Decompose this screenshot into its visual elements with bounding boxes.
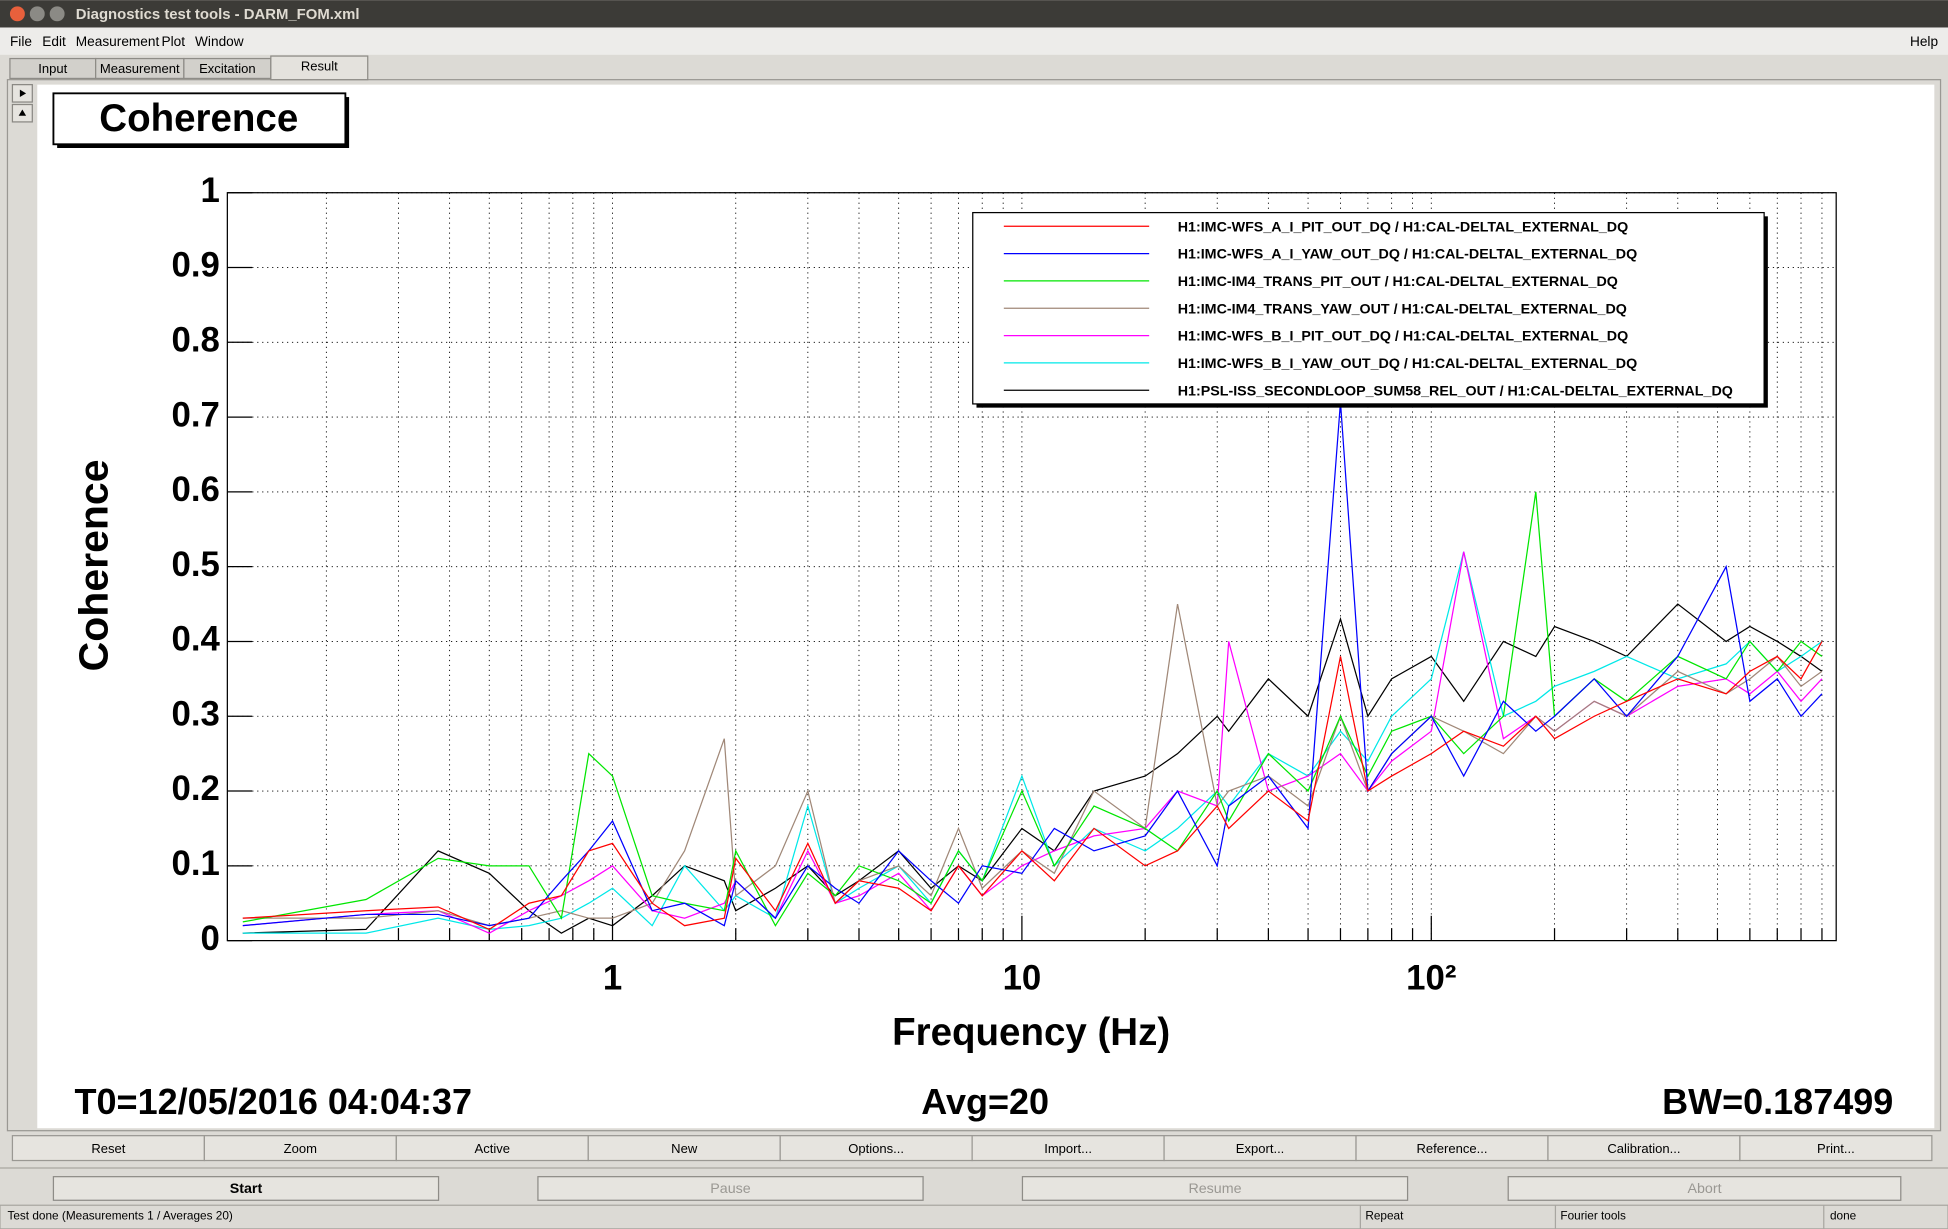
y-tick-label: 0 (201, 920, 220, 958)
run-button-label: Pause (710, 1181, 751, 1197)
y-tick-label: 0.4 (172, 621, 221, 659)
plot-button-label: Print... (1817, 1141, 1855, 1156)
status-text: Repeat (1365, 1209, 1404, 1223)
plot-button[interactable] (1163, 1135, 1357, 1162)
plot-button-label: Zoom (284, 1141, 317, 1156)
run-button (537, 1176, 924, 1201)
run-button-label: Start (230, 1181, 263, 1197)
plot-button-label: Reference... (1416, 1141, 1487, 1156)
tab-label: Input (38, 61, 67, 76)
y-tick-label: 0.9 (172, 247, 220, 285)
minimize-button[interactable] (29, 6, 45, 22)
x-tick-label: 10² (1406, 960, 1456, 998)
series-line (242, 641, 1823, 931)
arrow-icon (18, 109, 27, 116)
menu-item[interactable]: Window (195, 34, 244, 49)
legend-label: H1:IMC-WFS_A_I_PIT_OUT_DQ / H1:CAL-DELTA… (1178, 219, 1628, 235)
window-title: Diagnostics test tools - DARM_FOM.xml (76, 7, 360, 23)
menu-item[interactable]: Measurement (76, 34, 160, 49)
status-text: Fourier tools (1560, 1209, 1626, 1223)
series-line (242, 603, 1823, 927)
plot-button-label: New (671, 1141, 698, 1156)
tab-label: Measurement (100, 61, 180, 76)
menu-item[interactable]: Edit (42, 34, 66, 49)
series-line (242, 402, 1823, 927)
y-tick-label: 0.2 (172, 770, 220, 808)
tab[interactable] (270, 55, 369, 81)
chart-title: Coherence (99, 97, 298, 140)
y-tick-label: 0.7 (172, 396, 220, 434)
menu-item[interactable]: Help (1910, 34, 1938, 49)
tab-label: Result (301, 59, 338, 74)
plot-button-label: Export... (1236, 1141, 1285, 1156)
title-box (52, 92, 347, 146)
plot-button[interactable] (1739, 1135, 1933, 1162)
status-text: done (1830, 1209, 1857, 1223)
plot-button-label: Options... (848, 1141, 904, 1156)
x-tick-label: 1 (603, 960, 622, 998)
plot-button-label: Active (475, 1141, 511, 1156)
run-button (1507, 1176, 1902, 1201)
legend-label: H1:IMC-WFS_A_I_YAW_OUT_DQ / H1:CAL-DELTA… (1178, 247, 1637, 263)
bw-info: BW=0.187499 (1662, 1081, 1893, 1122)
run-button[interactable] (52, 1176, 440, 1201)
maximize-button[interactable] (49, 6, 65, 22)
plot-button[interactable] (395, 1135, 589, 1162)
legend-label: H1:IMC-IM4_TRANS_YAW_OUT / H1:CAL-DELTAL… (1178, 301, 1627, 317)
legend-label: H1:IMC-WFS_B_I_YAW_OUT_DQ / H1:CAL-DELTA… (1178, 356, 1637, 372)
x-axis-label: Frequency (Hz) (892, 1011, 1170, 1054)
menu-item[interactable]: File (10, 34, 32, 49)
menu-item[interactable]: Plot (162, 34, 186, 49)
title-bar (0, 0, 1948, 28)
avg-info: Avg=20 (921, 1081, 1049, 1122)
tab-label: Excitation (199, 61, 256, 76)
run-button (1021, 1176, 1409, 1201)
run-button-label: Abort (1687, 1181, 1721, 1197)
y-tick-label: 1 (201, 172, 220, 210)
y-tick-label: 0.8 (172, 321, 220, 359)
plot-button[interactable] (11, 1135, 205, 1162)
legend-label: H1:PSL-ISS_SECONDLOOP_SUM58_REL_OUT / H1… (1178, 383, 1733, 399)
plot-frame (226, 192, 1837, 942)
t0-info: T0=12/05/2016 04:04:37 (75, 1081, 473, 1122)
y-tick-label: 0.1 (172, 845, 220, 883)
status-text: Test done (Measurements 1 / Averages 20) (7, 1209, 232, 1223)
x-tick-label: 10 (1003, 960, 1042, 998)
status-bar (0, 1204, 1948, 1229)
arrow-icon (19, 89, 27, 98)
legend-label: H1:IMC-IM4_TRANS_PIT_OUT / H1:CAL-DELTAL… (1178, 274, 1618, 290)
plot-button-label: Calibration... (1607, 1141, 1680, 1156)
y-tick-label: 0.3 (172, 695, 220, 733)
plot-button-label: Reset (91, 1141, 125, 1156)
y-tick-label: 0.5 (172, 546, 220, 584)
y-axis-label: Coherence (71, 460, 117, 672)
plot-button[interactable] (203, 1135, 397, 1162)
menu-bar (0, 27, 1948, 55)
run-button-label: Resume (1188, 1181, 1241, 1197)
plot-button[interactable] (971, 1135, 1165, 1162)
plot-button[interactable] (1355, 1135, 1549, 1162)
plot-button[interactable] (1547, 1135, 1741, 1162)
y-tick-label: 0.6 (172, 471, 220, 509)
close-button[interactable] (9, 6, 25, 22)
plot-button-label: Import... (1044, 1141, 1092, 1156)
legend-label: H1:IMC-WFS_B_I_PIT_OUT_DQ / H1:CAL-DELTA… (1178, 329, 1628, 345)
